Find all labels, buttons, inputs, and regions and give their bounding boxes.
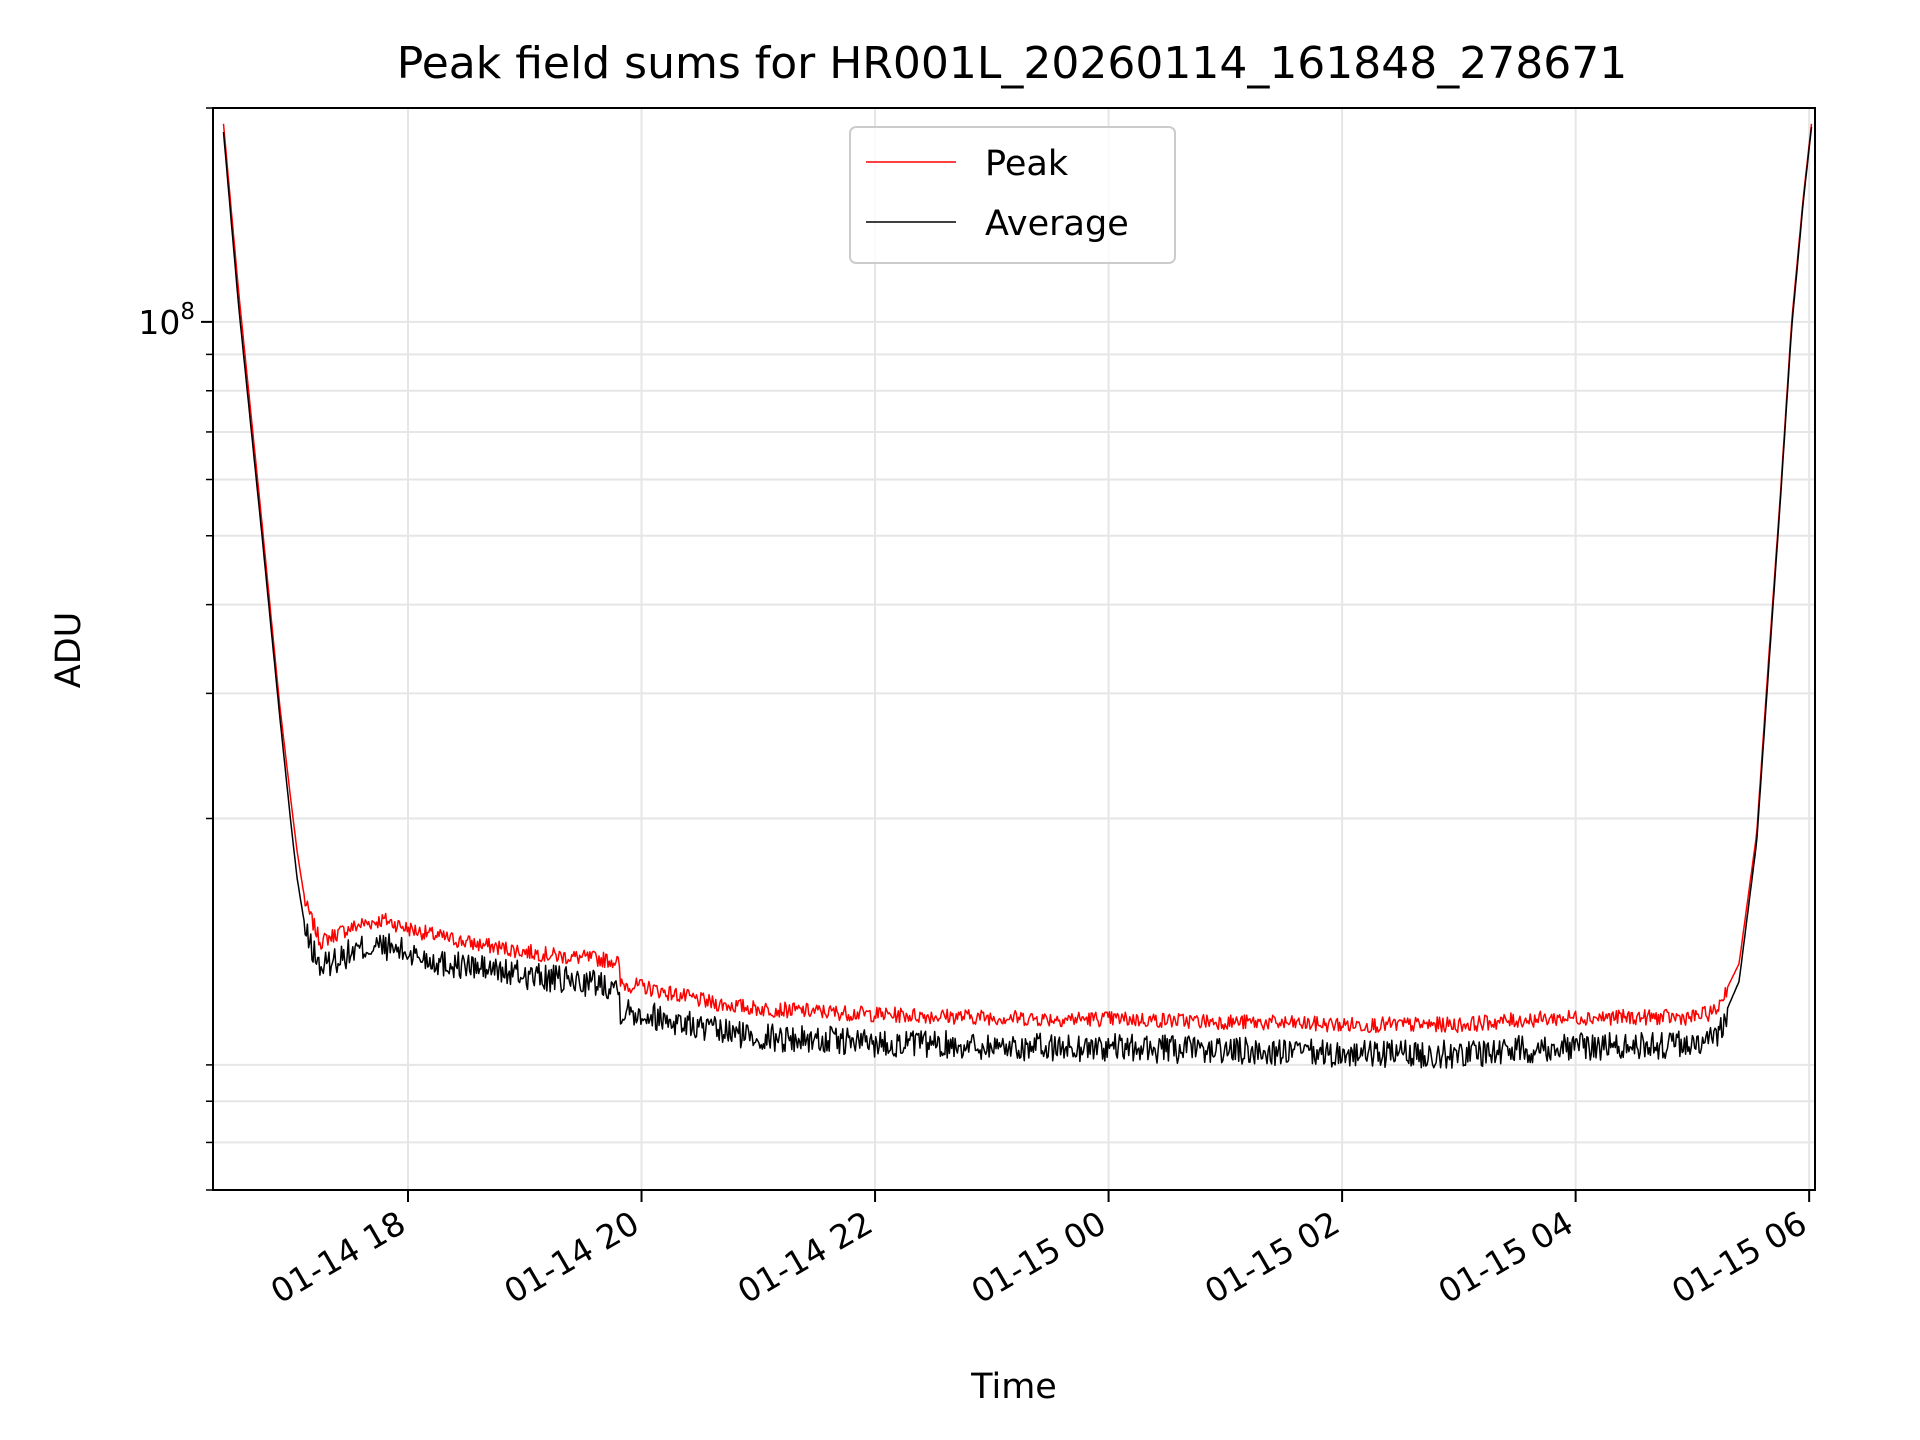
legend-average-label: Average xyxy=(985,204,1129,244)
legend-box xyxy=(849,126,1176,264)
axes-frame xyxy=(212,107,1816,1191)
y-tick-label: 108 xyxy=(138,299,195,342)
series-line-average xyxy=(222,127,1813,1069)
series-line-peak xyxy=(222,123,1813,1034)
y-axis-label: ADU xyxy=(49,612,89,689)
legend-peak-label: Peak xyxy=(985,144,1069,184)
x-axis-label: Time xyxy=(970,1367,1057,1407)
legend: Peak Average xyxy=(849,126,1176,264)
chart-title: Peak field sums for HR001L_20260114_1618… xyxy=(397,38,1628,89)
plot-lines xyxy=(222,123,1813,1069)
